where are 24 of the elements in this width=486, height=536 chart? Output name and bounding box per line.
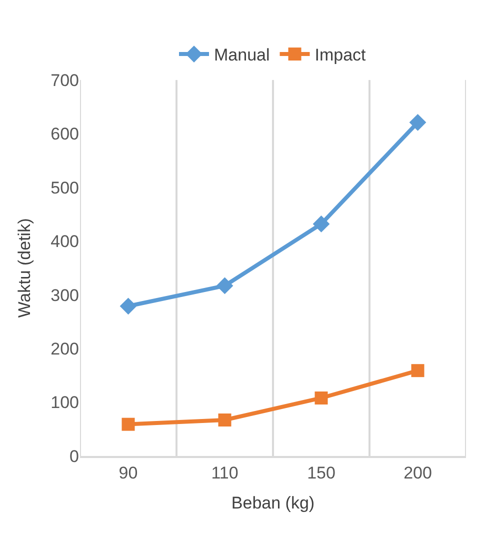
point: [122, 418, 135, 431]
y-tick-label: 0: [70, 446, 79, 466]
y-tick-label: 400: [50, 232, 79, 252]
point: [218, 414, 232, 427]
x-tick-label: 110: [211, 463, 238, 482]
y-tick-label: 500: [50, 178, 79, 198]
legend-label: Impact: [314, 46, 366, 65]
legend-label: Manual: [214, 46, 270, 65]
y-tick-label: 600: [50, 124, 79, 144]
y-tick-label: 700: [50, 70, 79, 90]
point: [411, 364, 424, 378]
y-tick-label: 300: [50, 286, 79, 305]
x-axis-title: Beban (kg): [231, 493, 315, 512]
y-axis-title: Waktu (detik): [15, 218, 34, 318]
x-tick-label: 90: [118, 463, 138, 482]
point: [312, 216, 330, 232]
point: [314, 391, 328, 404]
x-tick-label: 200: [404, 463, 432, 482]
y-tick-label: 100: [50, 393, 79, 412]
point: [409, 114, 426, 131]
x-tick-label: 150: [307, 463, 336, 482]
point: [216, 277, 234, 294]
y-tick-label: 200: [50, 340, 79, 359]
point: [120, 298, 137, 315]
